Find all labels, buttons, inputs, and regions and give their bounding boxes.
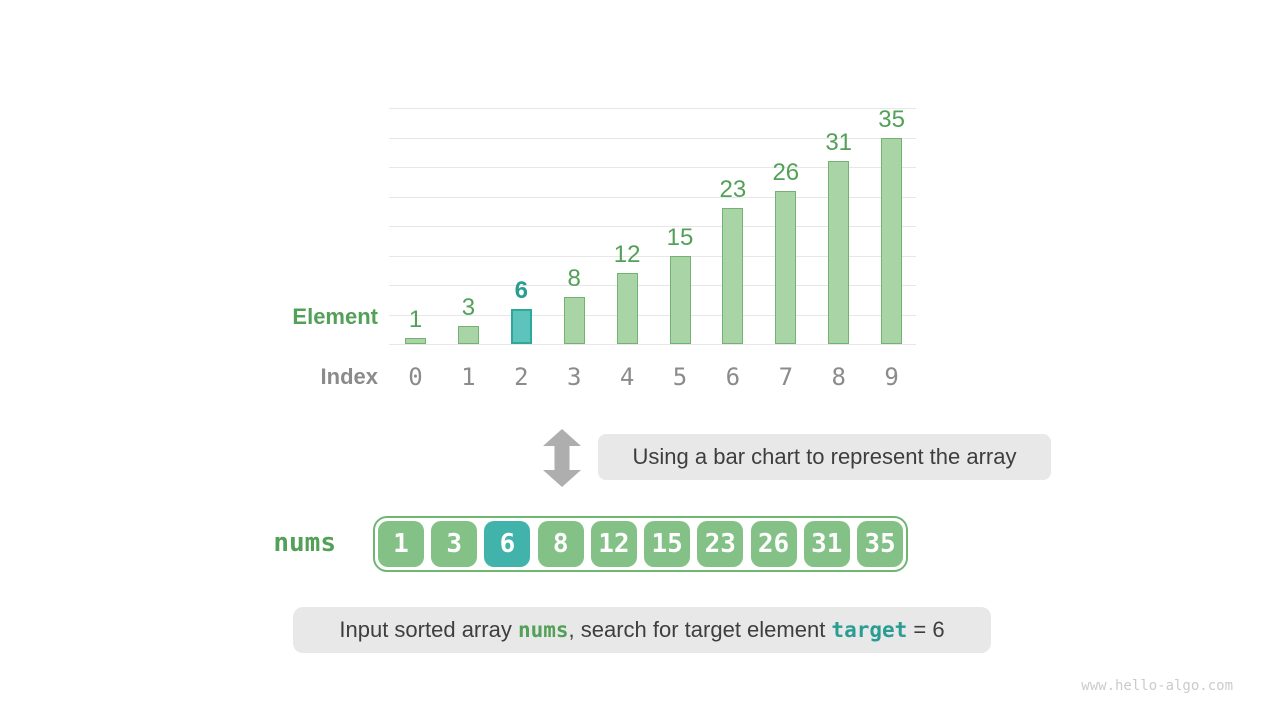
gridline: [389, 285, 916, 286]
bar: [616, 273, 638, 344]
bar-chart-note: Using a bar chart to represent the array: [598, 434, 1051, 480]
array-cell: 1: [378, 521, 424, 567]
array-cell-highlighted: 6: [484, 521, 531, 567]
bar-value-label: 31: [825, 129, 853, 157]
bar-index-label: 3: [566, 363, 582, 391]
array-cell: 35: [856, 521, 903, 567]
bar-index-label: 0: [408, 363, 423, 391]
bar-chart-plot: 1 0 3 1 6 2 8 3 12 4 15 5 23 6 26 7 31 8 35 9: [389, 106, 916, 391]
watermark: www.hello-algo.com: [1081, 678, 1233, 694]
array-cell: 15: [644, 521, 691, 567]
gridline: [389, 255, 916, 257]
bar-value-label: 8: [567, 264, 581, 292]
gridline: [389, 314, 916, 316]
bar-value-label: 15: [666, 223, 694, 251]
bar-value-label: 35: [878, 105, 905, 133]
gridline: [389, 137, 916, 139]
array-cell: 26: [750, 521, 797, 567]
array-cell: 3: [431, 521, 478, 567]
bar-chart-note-text: Using a bar chart to represent the array: [632, 444, 1017, 469]
bar-index-label: 7: [778, 363, 794, 391]
caption-suffix: = 6: [907, 617, 945, 642]
caption-target-code: target: [831, 618, 908, 642]
bar: [457, 326, 479, 344]
bar-highlighted: [510, 308, 532, 344]
bar-index-label: 6: [725, 363, 741, 391]
bar: [563, 296, 585, 344]
bar-value-label: 1: [408, 306, 423, 334]
gridline: [389, 108, 916, 109]
bar: [405, 338, 426, 344]
bar-value-label: 3: [461, 294, 476, 322]
ylabel-element: Element: [292, 304, 378, 329]
up-down-arrow-icon: [543, 429, 581, 492]
bar-index-label: 1: [461, 363, 476, 391]
array-cell: 23: [697, 521, 744, 567]
bar-value-label: 12: [613, 241, 641, 269]
bar: [722, 208, 744, 344]
array-cell: 31: [803, 521, 850, 567]
gridline: [389, 167, 916, 168]
bar-index-label: 4: [619, 363, 635, 391]
caption-nums-code: nums: [517, 618, 569, 642]
array-cell: 12: [590, 521, 637, 567]
nums-array-label: nums: [273, 528, 336, 558]
gridline: [389, 226, 916, 227]
xlabel-index: Index: [320, 364, 378, 389]
bar-value-label: 26: [772, 158, 800, 186]
gridline: [389, 344, 916, 345]
bar: [669, 255, 691, 344]
bar-index-label: 8: [831, 363, 846, 391]
caption-middle: , search for target element: [568, 617, 832, 642]
array-cell: 8: [537, 521, 584, 567]
bar: [881, 137, 903, 344]
nums-array-box: 1 3 6 8 12 15 23 26 31 35: [373, 516, 908, 572]
bar: [775, 190, 797, 344]
bar-index-label: 9: [884, 363, 899, 391]
caption-box: Input sorted array nums, search for targ…: [293, 607, 991, 653]
gridline: [389, 196, 916, 198]
caption-prefix: Input sorted array: [339, 617, 518, 642]
bar-index-label: 2: [514, 363, 529, 391]
bar-index-label: 5: [672, 363, 688, 391]
bar-value-label: 23: [719, 176, 747, 204]
bar-value-label: 6: [514, 276, 528, 304]
bar: [828, 161, 850, 344]
